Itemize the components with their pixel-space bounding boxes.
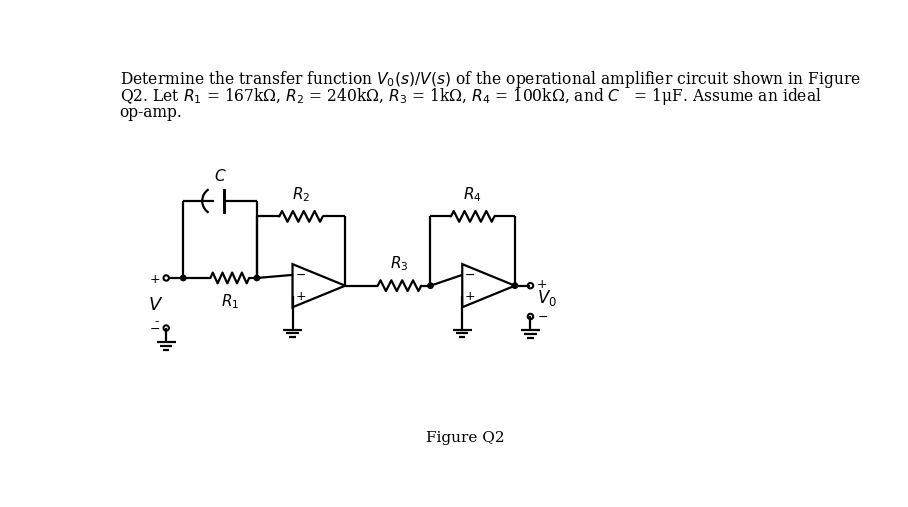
Text: $R_2$: $R_2$ [291, 186, 311, 204]
Text: $\bar{\ }$: $\bar{\ }$ [153, 315, 160, 325]
Text: Figure Q2: Figure Q2 [426, 431, 505, 445]
Text: $+$: $+$ [464, 290, 476, 303]
Circle shape [254, 275, 260, 281]
Text: $+$: $+$ [295, 290, 306, 303]
Text: $V$: $V$ [148, 296, 163, 314]
Text: +: + [537, 278, 548, 291]
Text: $C$: $C$ [213, 168, 226, 184]
Text: Determine the transfer function $V_0(s)/V(s)$ of the operational amplifier circu: Determine the transfer function $V_0(s)/… [120, 68, 861, 90]
Text: $-$: $-$ [295, 268, 306, 281]
Text: $V_0$: $V_0$ [537, 288, 557, 308]
Text: $-$: $-$ [149, 321, 160, 335]
Circle shape [181, 275, 186, 281]
Text: $-$: $-$ [537, 310, 548, 323]
Text: $R_3$: $R_3$ [390, 255, 409, 273]
Text: Q2. Let $R_1$ = 167kΩ, $R_2$ = 240kΩ, $R_3$ = 1kΩ, $R_4$ = 100kΩ, and $C$   = 1μ: Q2. Let $R_1$ = 167kΩ, $R_2$ = 240kΩ, $R… [120, 86, 822, 107]
Text: $R_4$: $R_4$ [463, 186, 482, 204]
Text: $-$: $-$ [464, 268, 476, 281]
Circle shape [512, 283, 518, 288]
Text: op-amp.: op-amp. [120, 104, 183, 121]
Text: +: + [150, 273, 160, 286]
Text: $R_1$: $R_1$ [221, 292, 239, 311]
Circle shape [428, 283, 433, 288]
